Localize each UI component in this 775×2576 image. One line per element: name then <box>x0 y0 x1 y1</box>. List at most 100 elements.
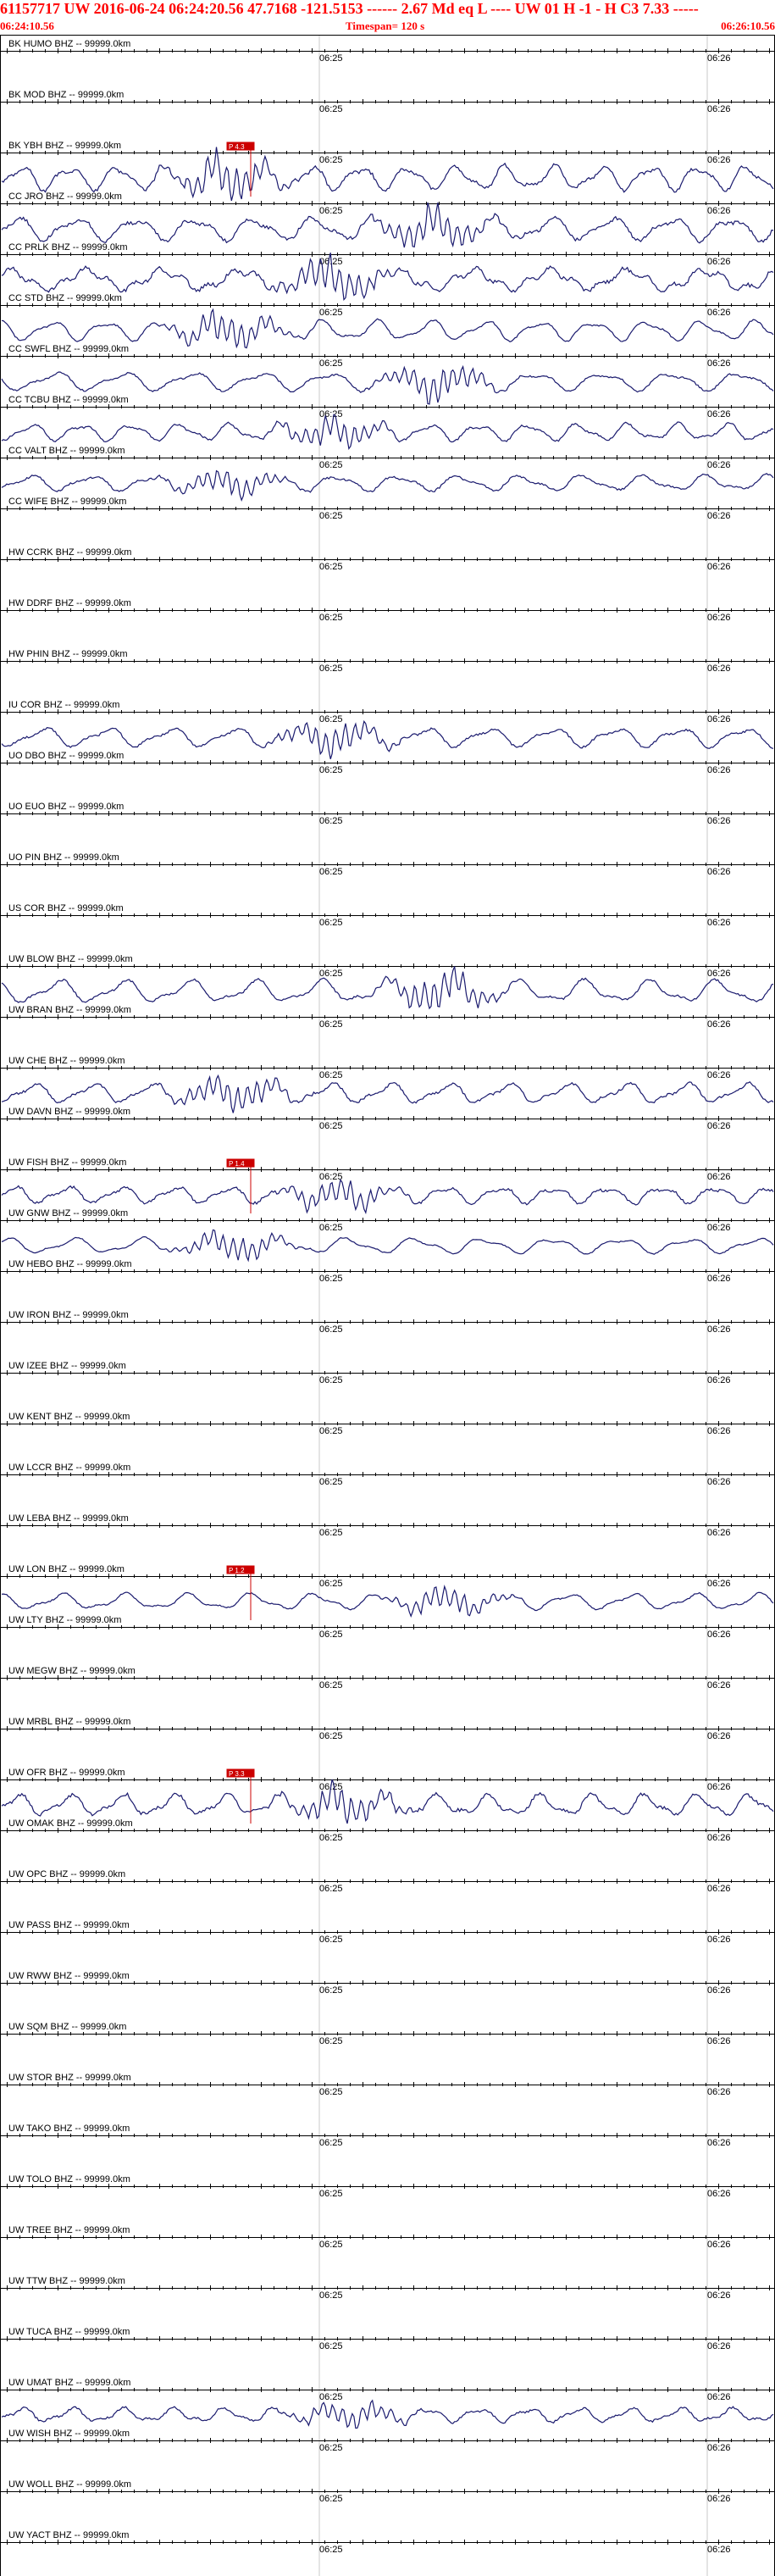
trace-row[interactable]: 06:25 06:26 UO DBO BHZ -- 99999.0km <box>0 751 775 775</box>
trace-row[interactable]: 06:25 06:26 UW HEBO BHZ -- 99999.0km <box>0 1259 775 1284</box>
trace-row[interactable]: 06:25 06:26 BK HUMO BHZ -- 99999.0km <box>0 39 775 64</box>
trace-row[interactable]: 06:25 06:26 UW TUCA BHZ -- 99999.0km <box>0 2327 775 2351</box>
trace-row[interactable]: 06:25 06:26 UW MRBL BHZ -- 99999.0km <box>0 1717 775 1741</box>
time-label-end: 06:26 <box>707 2036 731 2046</box>
time-label-end: 06:26 <box>707 511 731 521</box>
trace-row[interactable]: 06:25 06:26 UW RWW BHZ -- 99999.0km <box>0 1971 775 1996</box>
trace-row[interactable]: 06:25 06:26 UW UMAT BHZ -- 99999.0km <box>0 2378 775 2429</box>
trace-row[interactable]: 06:25 06:26 UW YACT BHZ -- 99999.0km <box>0 2530 775 2555</box>
trace-row[interactable]: 06:25 06:26 UW BLOW BHZ -- 99999.0km <box>0 954 775 1010</box>
trace-row[interactable]: 06:25 06:26 HW CCRK BHZ -- 99999.0km <box>0 547 775 572</box>
trace-row[interactable]: 06:25 06:26 BK MOD BHZ -- 99999.0km <box>0 90 775 114</box>
trace-row[interactable]: 06:25 06:26 UO EUO BHZ -- 99999.0km <box>0 802 775 826</box>
time-label-mid: 06:25 <box>319 155 343 165</box>
trace-row[interactable]: 06:25 06:26 BK YBH BHZ -- 99999.0km P 4.3 <box>0 141 775 202</box>
station-label: UW TREE BHZ -- 99999.0km <box>8 2225 130 2235</box>
time-label-end: 06:26 <box>707 2392 731 2402</box>
station-label: UW OMAK BHZ -- 99999.0km <box>8 1818 133 1829</box>
trace-row[interactable]: 06:25 06:26 UW OPC BHZ -- 99999.0km <box>0 1869 775 1894</box>
time-label-mid: 06:25 <box>319 2240 343 2250</box>
trace-row[interactable]: 06:25 06:26 CC VALT BHZ -- 99999.0km <box>0 446 775 502</box>
trace-row[interactable]: 06:25 06:26 CC WIFE BHZ -- 99999.0km <box>0 497 775 521</box>
pick-marker-box[interactable] <box>226 142 255 151</box>
station-label: UW TTW BHZ -- 99999.0km <box>8 2276 125 2286</box>
trace-row[interactable]: 06:25 06:26 UW IZEE BHZ -- 99999.0km <box>0 1361 775 1385</box>
trace-row[interactable]: 06:25 06:26 UW TREE BHZ -- 99999.0km <box>0 2225 775 2250</box>
waveform-trace <box>1 1178 774 1215</box>
trace-row[interactable]: 06:25 06:26 UW TOLO BHZ -- 99999.0km <box>0 2174 775 2199</box>
trace-row[interactable]: 06:25 06:26 UW DAVN BHZ -- 99999.0km <box>0 1107 775 1131</box>
trace-row[interactable]: 06:25 06:26 IU COR BHZ -- 99999.0km <box>0 700 775 759</box>
trace-row[interactable]: 06:25 06:26 UW PASS BHZ -- 99999.0km <box>0 1920 775 1945</box>
pick-marker-label: P 1.2 <box>229 1567 245 1574</box>
station-label: UW OPC BHZ -- 99999.0km <box>8 1869 125 1879</box>
time-label-end: 06:26 <box>707 1528 731 1538</box>
time-label-mid: 06:25 <box>319 1528 343 1538</box>
trace-row[interactable]: 06:25 06:26 UW WOLL BHZ -- 99999.0km <box>0 2479 775 2504</box>
time-label-mid: 06:25 <box>319 1019 343 1030</box>
trace-row[interactable]: 06:25 06:26 UW FISH BHZ -- 99999.0km P 1.4 <box>0 1158 775 1215</box>
trace-row[interactable]: 06:25 06:26 UO PIN BHZ -- 99999.0km <box>0 852 775 877</box>
time-label-end: 06:26 <box>707 104 731 114</box>
trace-row[interactable]: 06:25 06:26 UW STOR BHZ -- 99999.0km <box>0 2073 775 2097</box>
trace-row[interactable]: 06:25 06:26 UW KENT BHZ -- 99999.0km <box>0 1412 775 1436</box>
trace-row[interactable]: 06:25 06:26 UW MEGW BHZ -- 99999.0km <box>0 1666 775 1690</box>
time-label-end: 06:26 <box>707 2138 731 2148</box>
time-label-end: 06:26 <box>707 663 731 674</box>
station-label: UW RWW BHZ -- 99999.0km <box>8 1971 130 1981</box>
station-label: UW PASS BHZ -- 99999.0km <box>8 1920 130 1930</box>
station-label: UW BRAN BHZ -- 99999.0km <box>8 1005 131 1015</box>
trace-row[interactable]: 06:25 06:26 UW LON BHZ -- 99999.0km P 1.2 <box>0 1564 775 1620</box>
pick-marker-label: P 4.3 <box>229 143 245 151</box>
trace-row[interactable]: 06:25 06:26 CC TCBU BHZ -- 99999.0km <box>0 395 775 451</box>
time-label-end: 06:26 <box>707 1579 731 1589</box>
time-label-mid: 06:25 <box>319 663 343 674</box>
trace-row[interactable]: 06:25 06:26 UW IRON BHZ -- 99999.0km <box>0 1310 775 1335</box>
trace-row[interactable]: 06:25 06:26 HW DDRF BHZ -- 99999.0km <box>0 598 775 623</box>
time-label-mid: 06:25 <box>319 714 343 724</box>
time-label-end: 06:26 <box>707 1680 731 1690</box>
trace-row[interactable]: 06:25 06:26 UW GNW BHZ -- 99999.0km <box>0 1208 775 1263</box>
pick-marker-box[interactable] <box>226 1768 255 1778</box>
station-label: HW PHIN BHZ -- 99999.0km <box>8 649 128 659</box>
trace-row[interactable]: 06:25 06:26 UW LCCR BHZ -- 99999.0km <box>0 1463 775 1487</box>
time-label-end: 06:26 <box>707 2341 731 2351</box>
trace-row[interactable]: 06:25 06:26 CC STD BHZ -- 99999.0km <box>0 293 775 349</box>
pick-marker-box[interactable] <box>226 1565 255 1574</box>
trace-row[interactable]: 06:25 06:26 CC SWFL BHZ -- 99999.0km <box>0 344 775 405</box>
time-label-mid: 06:25 <box>319 104 343 114</box>
trace-row[interactable]: 06:25 06:26 HW PHIN BHZ -- 99999.0km <box>0 649 775 674</box>
time-label-mid: 06:25 <box>319 206 343 216</box>
trace-row[interactable]: 06:25 06:26 UW WISH BHZ -- 99999.0km <box>0 2429 775 2453</box>
station-label: BK MOD BHZ -- 99999.0km <box>8 90 124 100</box>
trace-row[interactable]: 06:25 06:26 UW CHE BHZ -- 99999.0km <box>0 1056 775 1113</box>
trace-row[interactable]: 06:25 06:26 US COR BHZ -- 99999.0km <box>0 903 775 928</box>
time-range-bar: 06:24:10.56 Timespan= 120 s 06:26:10.56 <box>0 19 775 33</box>
trace-row[interactable]: 06:25 06:26 UW OMAK BHZ -- 99999.0km <box>0 1818 775 1843</box>
time-label-end: 06:26 <box>707 867 731 877</box>
waveform-trace <box>1 1229 774 1263</box>
time-label-end: 06:26 <box>707 562 731 572</box>
time-label-mid: 06:25 <box>319 2341 343 2351</box>
time-label-mid: 06:25 <box>319 1731 343 1741</box>
trace-row[interactable]: 06:25 06:26 UW LTY BHZ -- 99999.0km <box>0 1615 775 1640</box>
trace-row[interactable]: 06:25 06:26 CC JRO BHZ -- 99999.0km <box>0 192 775 248</box>
time-label-mid: 06:25 <box>319 358 343 369</box>
trace-row[interactable]: 06:25 06:26 UW BRAN BHZ -- 99999.0km <box>0 1005 775 1030</box>
trace-row[interactable]: 06:25 06:26 UW LEBA BHZ -- 99999.0km <box>0 1513 775 1538</box>
station-label: IU COR BHZ -- 99999.0km <box>8 700 119 710</box>
trace-row[interactable]: 06:25 06:26 UW SQM BHZ -- 99999.0km <box>0 2022 775 2046</box>
station-label: UW KENT BHZ -- 99999.0km <box>8 1412 130 1422</box>
trace-row[interactable]: 06:25 06:26 UW TTW BHZ -- 99999.0km <box>0 2276 775 2301</box>
time-label-mid: 06:25 <box>319 1274 343 1284</box>
time-label-mid: 06:25 <box>319 1579 343 1589</box>
pick-marker-box[interactable] <box>226 1158 255 1168</box>
trace-panel[interactable]: 06:25 06:26 BK HUMO BHZ -- 99999.0km 06:25 0… <box>0 36 775 2576</box>
station-label: UW LEBA BHZ -- 99999.0km <box>8 1513 129 1524</box>
station-label: UW STOR BHZ -- 99999.0km <box>8 2073 131 2083</box>
time-label-end: 06:26 <box>707 1324 731 1335</box>
time-label-mid: 06:25 <box>319 969 343 979</box>
trace-row[interactable]: 06:25 06:26 UW TAKO BHZ -- 99999.0km <box>0 2124 775 2148</box>
